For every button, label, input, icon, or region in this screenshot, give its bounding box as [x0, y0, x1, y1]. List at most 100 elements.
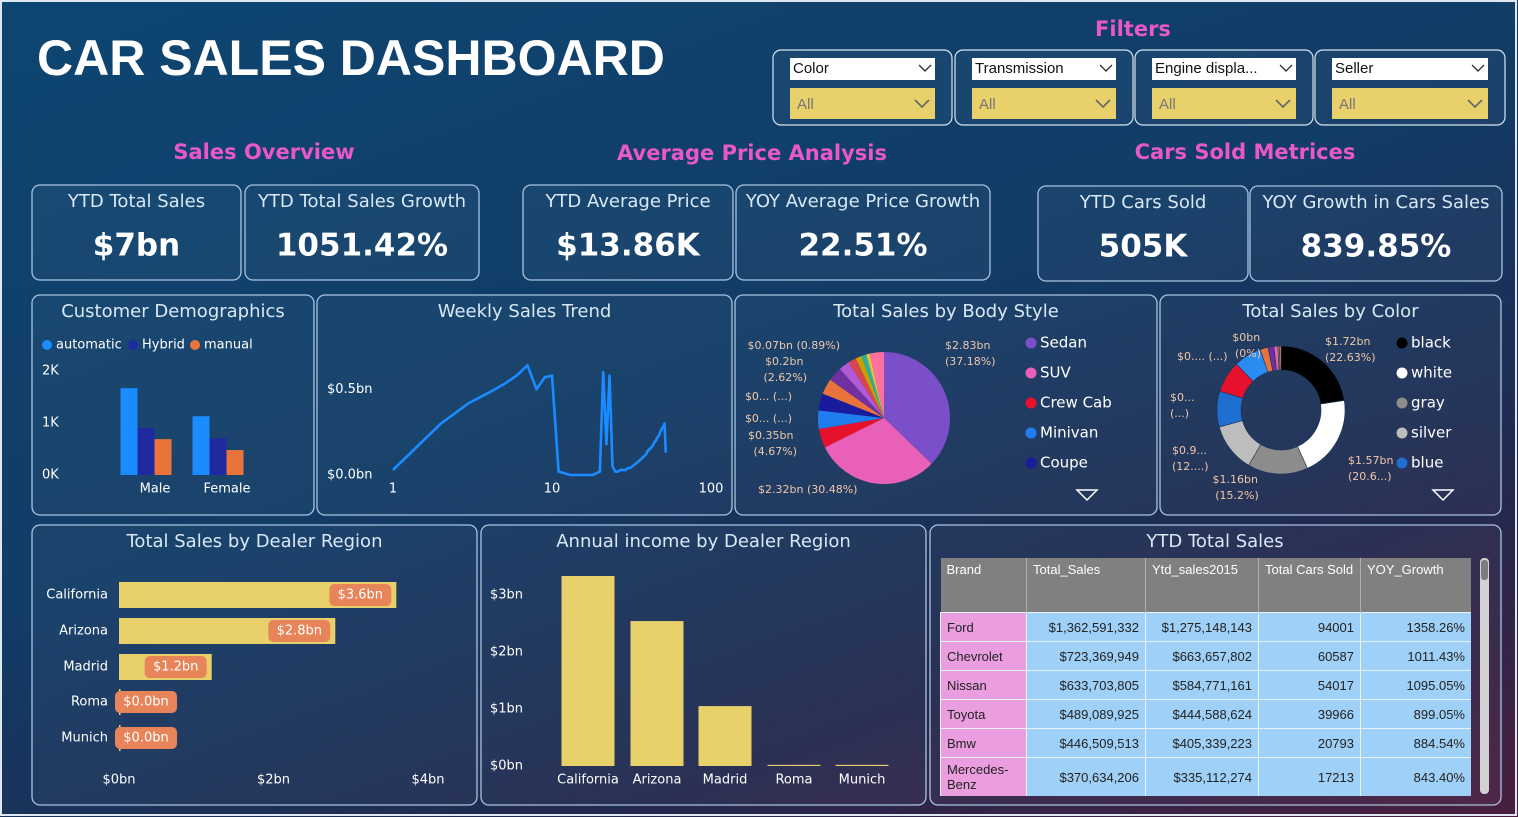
- x-tick-label: Munich: [839, 773, 886, 788]
- slice: [848, 358, 884, 418]
- table-cell: $1,275,148,143: [1145, 612, 1259, 642]
- panel: [522, 184, 734, 281]
- legend-more[interactable]: [1075, 489, 1099, 502]
- x-tick-label: California: [557, 773, 619, 788]
- x-tick-label: Female: [203, 482, 250, 497]
- table-row: Toyota $489,089,925 $444,588,624 39966 899.0…: [940, 699, 1471, 729]
- bar: [226, 450, 244, 475]
- filter-dropdown[interactable]: [972, 58, 1116, 80]
- table: Brand Total_Sales Ytd_sales2015 Total Cars …: [940, 558, 1471, 796]
- filter-value: All: [1339, 96, 1356, 113]
- panel: [244, 184, 480, 281]
- data-label: $1.72bn (22.63%): [1325, 335, 1376, 364]
- legend-label: Crew Cab: [1040, 394, 1112, 412]
- slice: [818, 393, 884, 418]
- legend-label: manual: [204, 338, 253, 353]
- table-cell: Toyota: [940, 699, 1027, 729]
- slice: [861, 354, 884, 418]
- data-label: $1.16bn (15.2%): [1213, 473, 1262, 502]
- chevron: [1275, 99, 1291, 109]
- legend-dot: [1025, 427, 1037, 439]
- filter-dropdown[interactable]: [1152, 58, 1296, 80]
- legend-dot: [128, 340, 138, 350]
- legend-dot: [1025, 457, 1037, 469]
- data-label: $0... (...): [745, 390, 792, 403]
- legend-label: Coupe: [1040, 454, 1088, 472]
- data-label-bg: [115, 691, 177, 713]
- kpi-label: YOY Average Price Growth: [745, 191, 980, 212]
- filter-label: Seller: [1335, 60, 1373, 77]
- y-tick-label: $2bn: [490, 644, 523, 659]
- section-title: Average Price Analysis: [617, 141, 887, 165]
- section-title: Cars Sold Metrices: [1135, 140, 1356, 164]
- table-cell: Ford: [940, 612, 1027, 642]
- table-cell: $584,771,161: [1145, 670, 1259, 700]
- kpi-label: YTD Total Sales: [67, 191, 205, 212]
- dashboard-title: CAR SALES DASHBOARD: [37, 30, 665, 86]
- data-label: $0... (...): [1170, 391, 1198, 420]
- filter-dropdown[interactable]: [790, 58, 935, 80]
- legend-label: Hybrid: [142, 338, 185, 353]
- chart-title: Annual income by Dealer Region: [556, 531, 851, 552]
- legend-label: SUV: [1040, 364, 1072, 382]
- legend-label: white: [1411, 364, 1452, 382]
- legend-dot: [1396, 457, 1408, 469]
- table-head: Brand Total_Sales Ytd_sales2015 Total Cars …: [940, 558, 1471, 613]
- filter-label: Engine displa...: [1155, 60, 1258, 77]
- table-cell: 94001: [1258, 612, 1361, 642]
- y-tick-label: Arizona: [59, 624, 108, 639]
- legend-more[interactable]: [1431, 489, 1455, 502]
- table-row: Nissan $633,703,805 $584,771,161 54017 1095.…: [940, 670, 1471, 700]
- legend-dot: [1396, 367, 1408, 379]
- legend-label: Sedan: [1040, 334, 1087, 352]
- table-row: Chevrolet $723,369,949 $663,657,802 60587 10…: [940, 641, 1471, 671]
- filters-title: Filters: [1095, 17, 1171, 41]
- table-cell: $1,362,591,332: [1026, 612, 1146, 642]
- column-header: Total_Sales: [1026, 558, 1146, 613]
- table-cell: 60587: [1258, 641, 1361, 671]
- chevron: [1471, 64, 1485, 72]
- legend-dot: [1396, 397, 1408, 409]
- y-tick-label: 2K: [42, 364, 59, 379]
- filter-dropdown[interactable]: [1332, 58, 1488, 80]
- chart-title: Total Sales by Dealer Region: [126, 531, 383, 552]
- table-cell: Chevrolet: [940, 641, 1027, 671]
- scrollbar[interactable]: [1480, 558, 1489, 794]
- slice: [884, 352, 951, 464]
- filter-value: All: [797, 96, 814, 113]
- kpi-value: 1051.42%: [276, 228, 448, 264]
- data-label: $0bn (0%): [1232, 331, 1263, 360]
- section-title: Sales Overview: [173, 140, 354, 164]
- panel: [31, 294, 315, 516]
- table-cell: $335,112,274: [1145, 757, 1259, 796]
- filter-select[interactable]: [972, 88, 1116, 119]
- kpi-value: $13.86K: [556, 228, 701, 264]
- y-tick-label: 0K: [42, 468, 59, 483]
- filter-select[interactable]: [1152, 88, 1296, 119]
- chart-title: Total Sales by Color: [1241, 301, 1419, 322]
- table-cell: 20793: [1258, 728, 1361, 758]
- scroll-thumb[interactable]: [1481, 560, 1488, 580]
- y-tick-label: $3bn: [490, 587, 523, 602]
- filter-select[interactable]: [790, 88, 935, 119]
- filter-select[interactable]: [1332, 88, 1488, 119]
- legend-label: black: [1411, 334, 1451, 352]
- data-label: $0.35bn (4.67%): [748, 429, 797, 458]
- panel: [316, 294, 733, 516]
- y-tick-label: Roma: [71, 695, 108, 710]
- panel: [1037, 185, 1249, 282]
- slice: [1279, 345, 1282, 371]
- legend-dot: [1396, 337, 1408, 349]
- data-label: $2.32bn (30.48%): [758, 483, 857, 496]
- panel: [1249, 185, 1503, 282]
- filter-label: Color: [793, 60, 829, 77]
- bar: [209, 438, 227, 475]
- x-tick-label: Arizona: [633, 773, 682, 788]
- slice: [839, 362, 884, 418]
- chevron: [1467, 99, 1483, 109]
- table-cell: 39966: [1258, 699, 1361, 729]
- chevron: [914, 99, 930, 109]
- header-row: Brand Total_Sales Ytd_sales2015 Total Cars …: [940, 558, 1471, 613]
- data-label: $0.... (...): [1177, 350, 1228, 363]
